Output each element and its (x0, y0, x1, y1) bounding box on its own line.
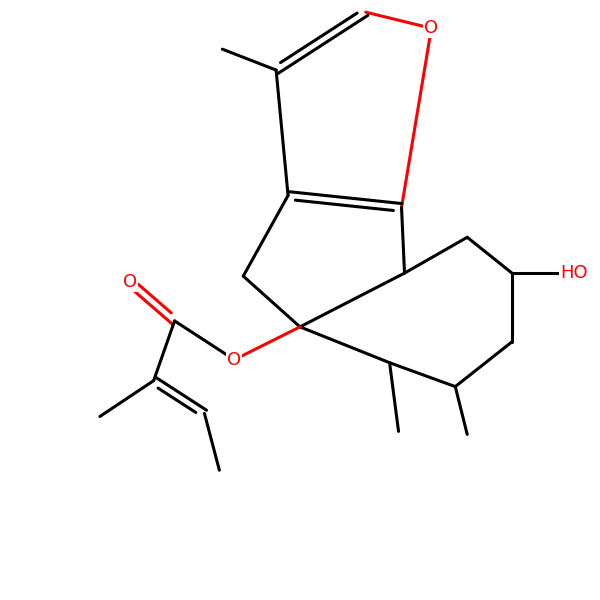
Text: O: O (227, 351, 241, 369)
Text: O: O (123, 273, 137, 291)
Text: HO: HO (560, 264, 587, 282)
Text: O: O (424, 19, 439, 37)
